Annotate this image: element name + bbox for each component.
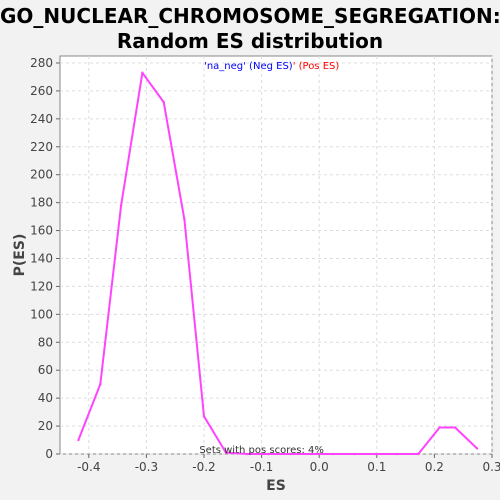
y-tick-label: 260 (30, 84, 53, 98)
data-point (395, 452, 399, 456)
data-point (267, 452, 270, 456)
y-tick-label: 220 (30, 140, 53, 154)
y-tick-label: 120 (30, 279, 53, 293)
y-tick-label: 200 (30, 168, 53, 182)
y-axis-label: P(ES) (12, 234, 28, 277)
y-tick-label: 180 (30, 196, 53, 210)
x-tick-label: -0.1 (250, 460, 273, 474)
data-point (417, 452, 420, 456)
data-point (374, 452, 377, 456)
chart-title-line2: Random ES distribution (116, 29, 384, 53)
grid-lines (60, 56, 493, 455)
data-point (246, 452, 249, 456)
axes: -0.4 -0.3 -0.2 -0.1 0.0 0.1 0.2 0.3 0 20 40 60 80 100… (30, 56, 500, 474)
data-point (99, 382, 102, 386)
data-point (475, 447, 479, 450)
data-point (438, 426, 441, 429)
chart-title-line1: GO_NUCLEAR_CHROMOSOME_SEGREGATION: (0, 4, 500, 28)
data-point (183, 218, 186, 221)
x-tick-label: -0.2 (192, 460, 215, 474)
y-tick-label: 60 (38, 363, 53, 377)
y-tick-label: 0 (45, 447, 53, 461)
x-tick-label: 0.2 (425, 460, 444, 474)
y-tick-label: 280 (30, 56, 53, 70)
plot-area (59, 55, 493, 455)
x-tick-label: -0.4 (77, 460, 100, 474)
legend-neg-label: 'na_neg' (Neg ES) (204, 61, 293, 72)
data-point (141, 71, 144, 74)
x-tick-label: 0.1 (367, 460, 386, 474)
x-tick-label: -0.3 (135, 460, 158, 474)
y-tick-label: 20 (38, 419, 53, 433)
x-tick-label: 0.0 (310, 460, 329, 474)
x-tick-label: 0.3 (482, 460, 500, 474)
data-point (162, 100, 165, 104)
y-tick-label: 100 (30, 307, 53, 321)
es-distribution-line (77, 71, 478, 455)
y-tick-label: 40 (38, 391, 53, 405)
data-point (77, 438, 80, 442)
pos-scores-annotation: Sets with pos scores: 4% (199, 445, 324, 456)
data-point (310, 452, 313, 456)
data-point (224, 451, 228, 454)
y-tick-label: 240 (30, 112, 53, 126)
chart-title: GO_NUCLEAR_CHROMOSOME_SEGREGATION: Rando… (0, 4, 500, 54)
legend-pos-label: ' (Pos ES) (293, 61, 340, 72)
y-tick-label: 160 (30, 224, 53, 238)
data-point (353, 452, 356, 456)
data-point (202, 415, 206, 418)
x-axis-label: ES (266, 478, 286, 494)
data-point (331, 452, 335, 456)
data-point (453, 426, 457, 429)
y-tick-label: 140 (30, 251, 53, 265)
data-point (119, 204, 123, 207)
data-point (289, 452, 292, 456)
y-tick-label: 80 (38, 335, 53, 349)
series-layer (77, 71, 479, 456)
